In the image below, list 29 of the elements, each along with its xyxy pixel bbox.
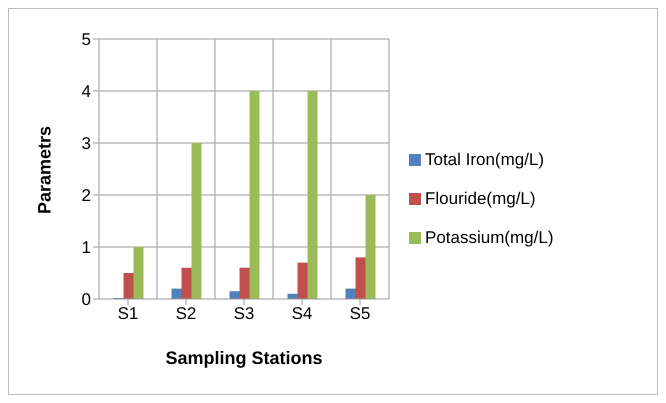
x-axis-title: Sampling Stations [165,348,323,368]
bar [134,247,144,299]
bar [124,273,134,299]
x-tick-label: S2 [176,304,196,324]
y-axis-title: Parametrs [34,126,54,214]
y-tick-label: 3 [82,134,91,154]
bar [250,91,260,299]
x-tick-label: S1 [118,304,138,324]
bar [298,262,308,299]
bar [308,91,318,299]
bar [172,288,182,299]
legend-label: Flouride(mg/L) [425,188,536,208]
bar [192,143,202,299]
bar [182,268,192,299]
legend-label: Potassium(mg/L) [425,228,554,246]
y-tick-label: 2 [82,186,91,206]
bar [240,268,250,299]
x-tick-label: S3 [234,304,254,324]
y-tick-label: 4 [82,82,91,102]
y-tick-label: 0 [82,290,91,310]
x-tick-label: S4 [292,304,312,324]
y-tick-label: 5 [82,30,91,50]
legend-label: Total Iron(mg/L) [425,150,544,168]
bar [230,291,240,299]
x-tick-label: S5 [350,304,370,324]
bar [356,257,366,299]
bar [346,288,356,299]
bar [366,195,376,299]
y-tick-label: 1 [82,238,91,258]
